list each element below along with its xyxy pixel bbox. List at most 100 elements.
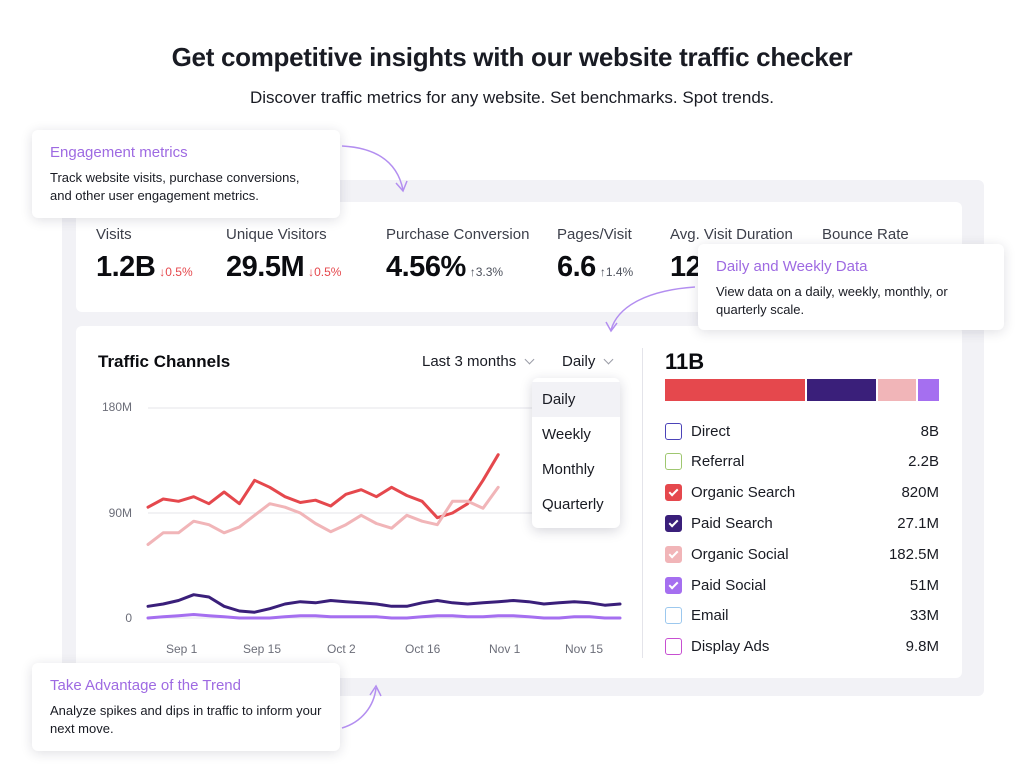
metric-delta: ↓0.5% [159,265,193,279]
callout-engagement: Engagement metrics Track website visits,… [32,130,340,218]
metric-label: Pages/Visit [557,226,632,243]
channel-total: 11B [665,349,705,374]
share-segment-paid-social [915,379,939,401]
callout-title: Engagement metrics [50,144,188,161]
legend-name: Organic Search [691,484,796,502]
legend-name: Paid Search [691,514,773,532]
arrow-icon [341,145,404,191]
checkbox-icon[interactable] [665,607,682,625]
checkbox-icon[interactable] [665,422,682,440]
divider [642,348,643,658]
legend-name: Paid Social [691,576,767,594]
dropdown-option-quarterly[interactable]: Quarterly [542,496,604,513]
callout-text: Track website visits, purchase conversio… [50,170,300,203]
x-tick-label: Nov 15 [565,642,604,656]
granularity-select[interactable]: Daily [562,353,614,370]
x-tick-label: Sep 1 [166,642,198,656]
arrowhead-icon [369,684,382,697]
metric-purchase-conversion[interactable]: Purchase Conversion 4.56% ↑3.3% [386,226,529,284]
metric-avg-visit-duration[interactable]: Avg. Visit Duration 12 [670,226,793,284]
arrowhead-icon [395,180,408,193]
metric-value: 6.6 [557,251,596,283]
legend-name: Email [691,607,729,625]
dropdown-option-monthly[interactable]: Monthly [542,461,595,478]
x-tick-label: Oct 16 [405,642,441,656]
traffic-channels-title: Traffic Channels [98,352,231,371]
metric-visits[interactable]: Visits 1.2B ↓0.5% [96,226,193,284]
checkbox-icon[interactable] [665,514,682,532]
metric-label: Bounce Rate [822,226,909,243]
callout-title: Take Advantage of the Trend [50,677,241,694]
metric-value: 4.56% [386,251,466,283]
page-subtitle: Discover traffic metrics for any website… [249,88,775,107]
series-line-paid-social[interactable] [146,613,622,620]
legend-value: 27.1M [897,514,939,532]
legend-name: Direct [691,422,731,440]
callout-text: Analyze spikes and dips in traffic to in… [50,703,322,736]
legend-name: Organic Social [691,545,789,563]
legend-value: 51M [909,576,939,594]
checkbox-icon[interactable] [665,453,682,471]
checkbox-icon[interactable] [665,638,682,656]
legend-row-organic-social[interactable]: Organic Social 182.5M [665,544,939,564]
date-range-select[interactable]: Last 3 months [422,353,535,370]
series-line-organic-social[interactable] [146,485,500,546]
callout-text: View data on a daily, weekly, monthly, o… [716,284,948,317]
y-tick-label: 90M [108,506,132,520]
metric-label: Visits [96,226,132,243]
x-tick-label: Nov 1 [489,642,521,656]
share-segment-organic-social [875,379,916,401]
y-tick-label: 180M [101,400,132,414]
metric-pages-visit[interactable]: Pages/Visit 6.6 ↑1.4% [557,226,633,284]
checkbox-icon[interactable] [665,576,682,594]
date-range-label: Last 3 months [422,353,517,370]
granularity-label: Daily [562,353,596,370]
channel-share-bar [665,379,939,401]
metric-value: 29.5M [226,251,305,283]
legend-value: 820M [901,484,939,502]
share-segment-organic-search [665,379,805,401]
series-line-organic-search[interactable] [146,453,500,520]
metric-bounce-rate[interactable]: Bounce Rate [822,226,909,243]
x-tick-label: Sep 15 [243,642,282,656]
callout-trend: Take Advantage of the Trend Analyze spik… [32,663,340,751]
metric-value: 1.2B [96,251,156,283]
metric-label: Unique Visitors [226,226,327,243]
legend-name: Referral [691,453,745,471]
legend-row-display-ads[interactable]: Display Ads 9.8M [665,637,939,657]
arrow-icon [610,286,696,331]
dropdown-option-daily[interactable]: Daily [532,382,620,417]
metric-delta: ↓0.5% [308,265,342,279]
legend-row-referral[interactable]: Referral 2.2B [665,452,939,472]
share-segment-paid-search [804,379,876,401]
arrowhead-icon [605,321,618,333]
legend-row-paid-social[interactable]: Paid Social 51M [665,575,939,595]
legend-value: 2.2B [908,453,939,471]
x-tick-label: Oct 2 [327,642,356,656]
legend-row-direct[interactable]: Direct 8B [665,421,939,441]
checkbox-icon[interactable] [665,545,682,563]
legend-value: 33M [909,607,939,625]
dropdown-option-weekly[interactable]: Weekly [542,426,591,443]
legend-value: 8B [920,422,939,440]
legend-row-email[interactable]: Email 33M [665,606,939,626]
callout-title: Daily and Weekly Data [716,258,868,275]
metric-unique-visitors[interactable]: Unique Visitors 29.5M ↓0.5% [226,226,341,284]
y-tick-label: 0 [125,611,132,625]
callout-daily-weekly: Daily and Weekly Data View data on a dai… [698,244,1004,330]
legend-value: 9.8M [905,638,939,656]
metric-label: Purchase Conversion [386,226,530,243]
granularity-dropdown: Daily Weekly Monthly Quarterly [532,378,620,528]
metric-label: Avg. Visit Duration [670,226,793,243]
metric-delta: ↑1.4% [599,265,634,279]
metric-delta: ↑3.3% [469,265,504,279]
series-line-paid-search[interactable] [146,593,622,614]
checkbox-icon[interactable] [665,484,682,502]
metric-value: 12 [670,251,702,283]
legend-row-organic-search[interactable]: Organic Search 820M [665,483,939,503]
legend-name: Display Ads [691,638,770,656]
page-title: Get competitive insights with our websit… [171,42,853,72]
legend-row-paid-search[interactable]: Paid Search 27.1M [665,513,939,533]
